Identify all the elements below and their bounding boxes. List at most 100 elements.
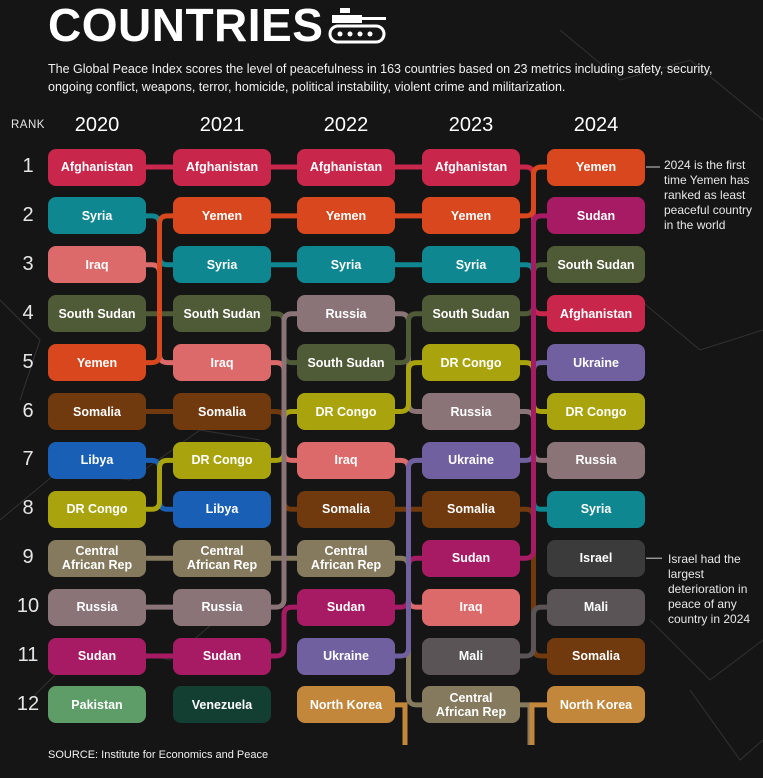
country-box-2022-2: Yemen (297, 197, 395, 235)
country-label: Libya (205, 502, 239, 517)
country-box-2021-11: Sudan (173, 637, 271, 675)
tank-icon (328, 8, 386, 44)
country-label: South Sudan (183, 306, 261, 321)
rank-number-9: 9 (22, 546, 34, 569)
country-box-2020-12: Pakistan (48, 686, 146, 724)
country-box-2021-4: South Sudan (173, 295, 271, 333)
connector-dr-congo-2020 (142, 457, 177, 512)
country-label: DR Congo (191, 453, 253, 468)
annotation-yemen: 2024 is the first time Yemen has ranked … (664, 158, 753, 232)
country-box-2024-6: DR Congo (547, 393, 645, 430)
country-label: Sudan (202, 649, 242, 663)
country-box-2021-12: Venezuela (173, 686, 271, 724)
country-label: South Sudan (557, 257, 635, 272)
annotation-israel: Israel had the largest deterioration in … (668, 552, 751, 626)
country-label: Syria (81, 208, 113, 223)
country-label: Iraq (210, 355, 234, 370)
country-box-2020-9: Central African Rep (48, 539, 146, 577)
country-box-2021-9: Central African Rep (173, 539, 271, 577)
country-box-2023-5: DR Congo (422, 344, 520, 382)
country-label: Central African Rep (186, 544, 258, 573)
country-box-2024-11: Somalia (547, 637, 645, 675)
country-box-2020-5: Yemen (48, 344, 146, 382)
country-box-2022-3: Syria (297, 246, 395, 284)
country-label: Central African Rep (435, 690, 507, 719)
country-label: DR Congo (440, 355, 502, 370)
country-box-2024-3: South Sudan (547, 246, 645, 284)
rank-number-8: 8 (22, 497, 34, 520)
connector-sudan-2023 (516, 213, 551, 561)
country-label: Syria (330, 257, 362, 272)
country-label: Russia (325, 306, 367, 321)
country-label: Ukraine (448, 453, 494, 468)
country-label: Mali (583, 600, 609, 615)
country-label: Russia (450, 404, 492, 419)
country-box-2022-1: Afghanistan (297, 148, 395, 186)
country-box-2023-1: Afghanistan (422, 148, 520, 186)
connector-sudan-2021 (267, 604, 301, 659)
country-label: Sudan (326, 600, 366, 615)
rank-number-11: 11 (17, 644, 39, 666)
country-label: Afghanistan (559, 306, 633, 321)
connector-north-korea-entry (529, 702, 551, 745)
country-box-2023-10: Iraq (422, 588, 520, 626)
country-box-2020-3: Iraq (48, 246, 146, 284)
country-box-2022-4: Russia (297, 295, 395, 333)
country-label: Ukraine (573, 355, 619, 370)
connector-russia-2022 (391, 311, 426, 414)
year-header-2024: 2024 (573, 114, 619, 136)
country-box-2024-12: North Korea (547, 686, 645, 724)
country-box-2021-5: Iraq (173, 344, 271, 382)
country-label: North Korea (559, 697, 633, 712)
country-label: Syria (455, 257, 487, 272)
country-label: Sudan (451, 551, 491, 566)
country-box-2022-7: Iraq (297, 441, 395, 479)
country-label: Iraq (459, 600, 483, 615)
country-box-2020-7: Libya (48, 441, 146, 479)
country-label: Russia (76, 600, 118, 615)
country-box-2024-5: Ukraine (547, 344, 645, 382)
country-label: Somalia (572, 649, 620, 663)
country-box-2022-11: Ukraine (297, 637, 395, 675)
country-box-2024-8: Syria (547, 490, 645, 528)
country-box-2023-12: Central African Rep (422, 686, 520, 724)
country-box-2022-8: Somalia (297, 490, 395, 528)
year-header-2022: 2022 (323, 114, 369, 136)
rank-number-1: 1 (22, 155, 34, 177)
country-box-2020-6: Somalia (48, 393, 146, 430)
country-box-2023-4: South Sudan (422, 295, 520, 333)
country-label: Somalia (322, 502, 370, 517)
connector-yemen-2023 (516, 164, 551, 219)
country-box-2023-8: Somalia (422, 490, 520, 528)
country-label: Russia (575, 453, 617, 468)
connector-north-korea-exit (391, 702, 408, 745)
country-box-2023-11: Mali (422, 637, 520, 675)
country-label: Afghanistan (185, 160, 259, 174)
rank-label: RANK (11, 119, 45, 131)
rank-number-12: 12 (16, 692, 40, 715)
country-box-2020-2: Syria (48, 197, 146, 235)
country-label: Sudan (576, 208, 616, 223)
country-label: Somalia (198, 404, 246, 419)
country-label: Afghanistan (309, 160, 383, 174)
country-box-2022-12: North Korea (297, 686, 395, 724)
connector-ukraine-2022 (391, 457, 426, 659)
country-label: Iraq (85, 257, 109, 272)
year-header-2023: 2023 (448, 114, 494, 136)
rank-number-6: 6 (22, 399, 34, 422)
country-label: Sudan (77, 649, 117, 663)
rank-number-10: 10 (16, 595, 40, 618)
connector-somalia-2023 (516, 506, 551, 659)
country-label: Israel (579, 551, 613, 566)
country-box-2022-5: South Sudan (297, 344, 395, 382)
country-label: South Sudan (307, 355, 385, 370)
country-box-2024-4: Afghanistan (547, 295, 645, 333)
country-box-2023-7: Ukraine (422, 441, 520, 479)
country-box-2022-6: DR Congo (297, 393, 395, 430)
country-label: Syria (206, 257, 238, 272)
country-label: Iraq (334, 453, 358, 468)
country-box-2021-6: Somalia (173, 393, 271, 430)
source-note: SOURCE: Institute for Economics and Peac… (48, 749, 269, 761)
country-label: Somalia (447, 502, 495, 517)
